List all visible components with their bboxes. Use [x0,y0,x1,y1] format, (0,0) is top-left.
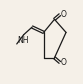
Text: O: O [61,10,67,19]
Text: O: O [61,58,67,67]
Text: NH: NH [17,36,29,45]
